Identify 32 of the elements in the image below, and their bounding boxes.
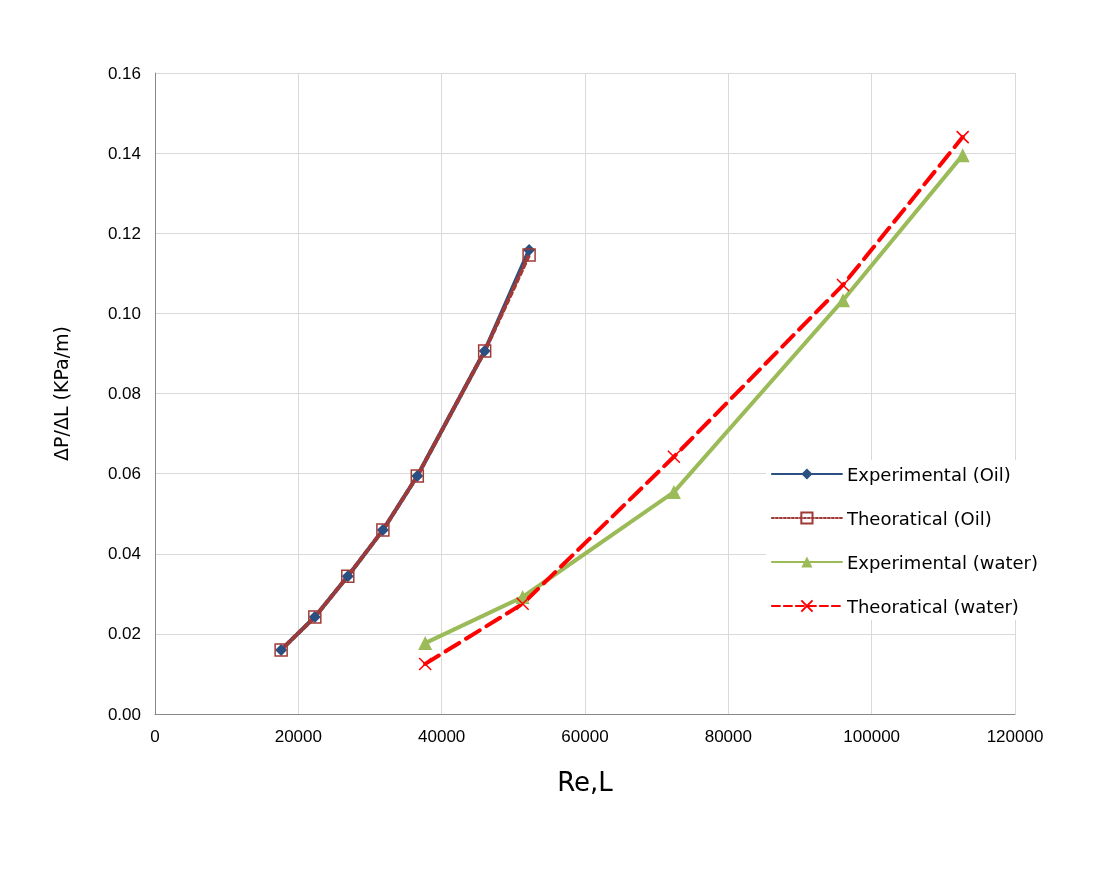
point (418, 636, 433, 651)
point (955, 148, 970, 163)
legend-label: Experimental (water) (846, 551, 1039, 573)
x-tick-label: 0 (150, 727, 160, 746)
point (667, 450, 681, 464)
x-tick-label: 80000 (704, 727, 752, 746)
point (666, 485, 681, 500)
y-tick-label: 0.08 (107, 384, 141, 403)
x-tick-label: 20000 (274, 727, 322, 746)
y-tick-label: 0.00 (107, 704, 141, 724)
legend-label: Experimental (Oil) (846, 463, 1011, 485)
point (522, 248, 536, 262)
legend-label: Theoratical (water) (845, 595, 1019, 617)
point (418, 657, 432, 671)
y-tick-label: 0.16 (107, 63, 141, 83)
x-tick-label: 60000 (561, 727, 609, 746)
point (515, 597, 530, 611)
x-tick-label: 100000 (843, 727, 901, 746)
y-axis-title: ΔP/ΔL (KPa/m) (49, 326, 72, 461)
point (955, 130, 970, 144)
x-tick-label: 120000 (986, 727, 1044, 746)
y-tick-label: 0.04 (107, 544, 141, 564)
legend-label: Theoratical (Oil) (845, 507, 992, 529)
y-tick-label: 0.12 (107, 223, 141, 243)
y-tick-label: 0.10 (107, 303, 141, 323)
y-tick-label: 0.02 (107, 624, 141, 644)
y-tick-label: 0.06 (107, 464, 141, 484)
x-axis-title: Re,L (557, 767, 614, 797)
x-tick-label: 40000 (418, 727, 466, 746)
point (836, 293, 850, 308)
point (836, 278, 850, 292)
y-tick-label: 0.14 (107, 143, 141, 163)
